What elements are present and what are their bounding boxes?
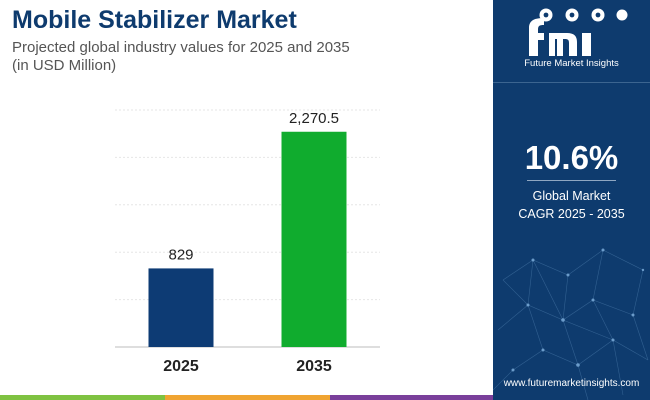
x-tick-label-2035: 2035 xyxy=(296,358,332,375)
website-url: www.futuremarketinsights.com xyxy=(503,378,640,389)
cagr-label-line-2: CAGR 2025 - 2035 xyxy=(518,207,625,221)
subtitle-line-1: Projected global industry values for 202… xyxy=(12,39,350,56)
color-strip xyxy=(0,395,493,400)
cagr-value: 10.6% xyxy=(524,139,619,176)
data-label-2025: 829 xyxy=(168,246,193,263)
strip-green xyxy=(0,395,165,400)
bar-2035 xyxy=(281,131,347,347)
bars xyxy=(148,131,347,347)
labels: 829 2025 2,270.5 2035 xyxy=(163,110,339,375)
strip-purple xyxy=(330,395,493,400)
strip-orange xyxy=(165,395,330,400)
cagr-rule xyxy=(527,180,616,181)
subtitle-line-2: (in USD Million) xyxy=(12,57,117,74)
bar-2025 xyxy=(148,268,214,347)
brand-name: Future Market Insights xyxy=(524,58,619,69)
x-tick-label-2025: 2025 xyxy=(163,358,199,375)
sidebar: Future Market Insights 10.6% Global Mark… xyxy=(493,0,650,400)
cagr-label-line-1: Global Market xyxy=(532,189,611,203)
data-label-2035: 2,270.5 xyxy=(289,110,339,127)
cagr-label: Global Market CAGR 2025 - 2035 xyxy=(493,187,650,223)
fmi-logo xyxy=(529,8,628,56)
network-graphic xyxy=(493,248,649,400)
chart-panel: Mobile Stabilizer Market Projected globa… xyxy=(0,6,493,400)
chart-title: Mobile Stabilizer Market xyxy=(12,6,297,34)
bar-chart: 829 2025 2,270.5 2035 xyxy=(115,109,380,375)
chart-subtitle: Projected global industry values for 202… xyxy=(12,39,350,75)
sidebar-divider xyxy=(493,82,650,83)
